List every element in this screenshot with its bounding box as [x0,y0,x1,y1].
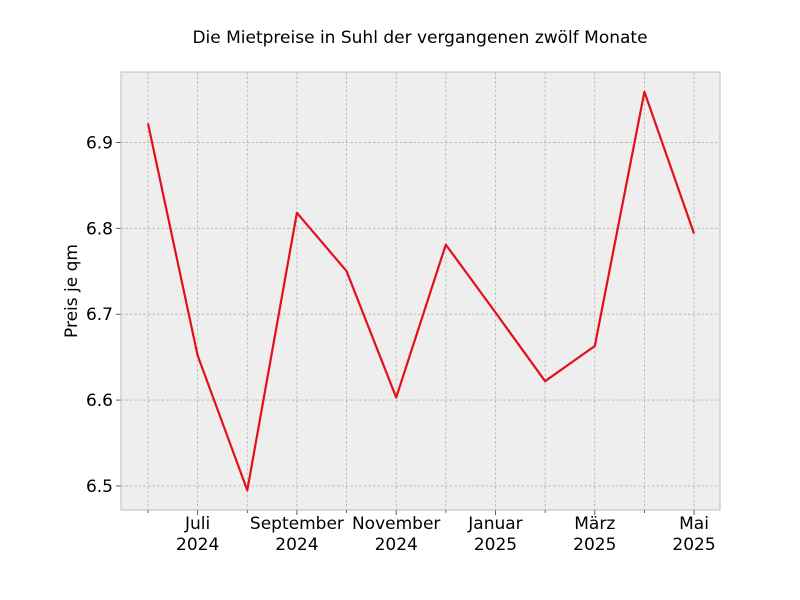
plot-area [121,72,720,510]
x-tick-label-month: Mai [679,514,709,534]
y-tick-label: 6.6 [86,391,113,411]
y-tick-label: 6.8 [86,219,113,239]
x-tick-label-month: Juli [184,514,210,534]
y-tick-label: 6.9 [86,133,113,153]
x-tick-label-year: 2025 [672,535,715,555]
x-tick-label-year: 2024 [275,535,318,555]
x-tick-label-month: März [574,514,615,534]
grid-lines [121,72,720,510]
x-tick-label-year: 2024 [375,535,418,555]
x-tick-label-year: 2025 [573,535,616,555]
x-tick-label-year: 2025 [474,535,517,555]
x-tick-label-month: Januar [467,514,522,534]
x-tick-label-year: 2024 [176,535,219,555]
y-axis-tick-labels: 6.5 6.6 6.7 6.8 6.9 [86,133,113,497]
plot-frame [120,71,721,511]
chart-title: Die Mietpreise in Suhl der vergangenen z… [192,28,647,48]
y-axis-label: Preis je qm [62,244,82,338]
y-tick-label: 6.5 [86,477,113,497]
x-tick-label-month: November [352,514,440,534]
x-axis-tick-labels: Juli2024September2024November2024Januar2… [176,514,716,555]
series-line [146,90,696,492]
x-tick-label-month: September [250,514,344,534]
y-tick-label: 6.7 [86,305,113,325]
